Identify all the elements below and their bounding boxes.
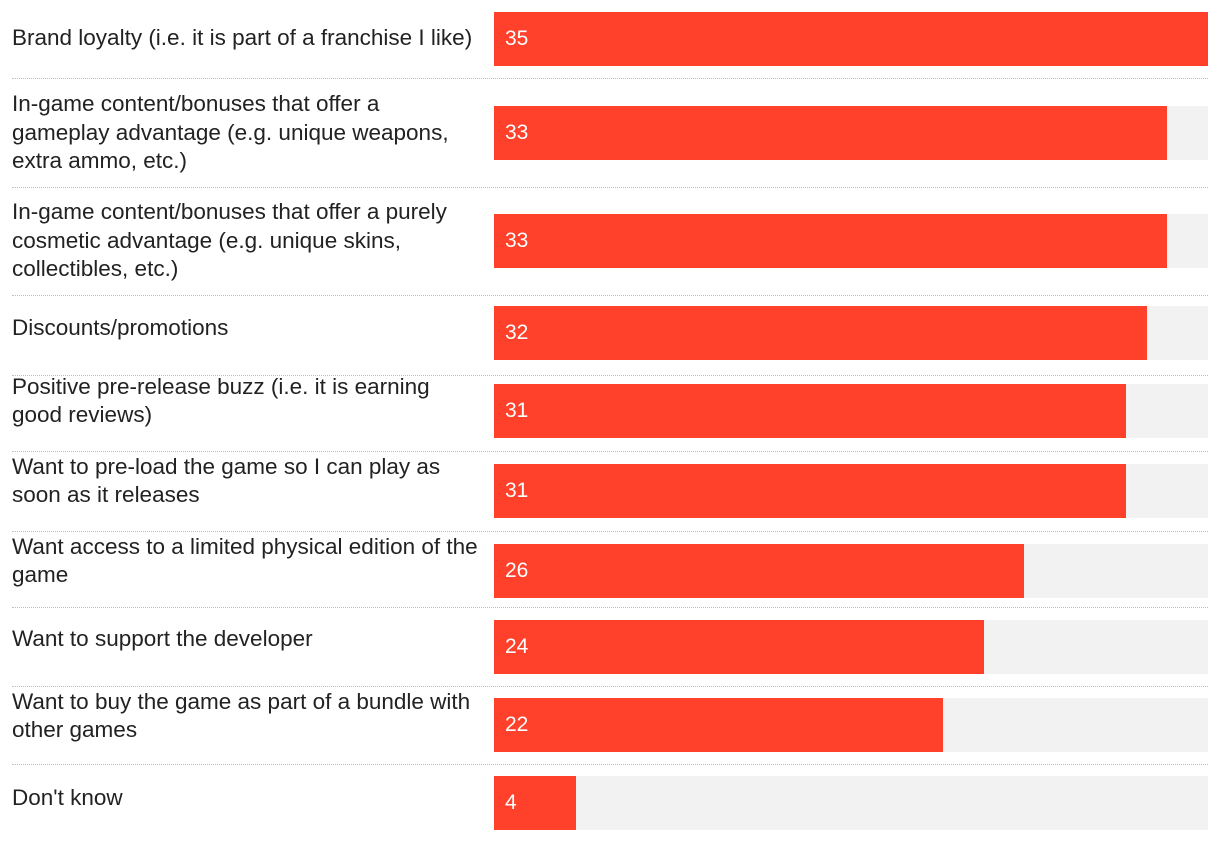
row-divider [12, 295, 1208, 296]
row-divider [12, 764, 1208, 765]
bar-track: 26 [494, 544, 1208, 598]
bar-track: 33 [494, 106, 1208, 160]
bar-value-label: 35 [505, 27, 529, 50]
bar-track: 4 [494, 776, 1208, 830]
category-label: Discounts/promotions [12, 314, 229, 340]
category-label: Don't know [12, 784, 123, 810]
category-label: In-game content/bonuses that offer a pur… [12, 199, 447, 282]
bar-value-label: 24 [505, 635, 529, 658]
bar-track: 31 [494, 464, 1208, 518]
bar [494, 384, 1126, 438]
bar-track: 33 [494, 214, 1208, 268]
row-divider [12, 187, 1208, 188]
bar-value-label: 4 [505, 791, 517, 814]
bar [494, 698, 943, 752]
bar-value-label: 22 [505, 713, 529, 736]
category-label: Want to support the developer [12, 625, 313, 651]
row-divider [12, 451, 1208, 452]
category-label: Brand loyalty (i.e. it is part of a fran… [12, 24, 473, 50]
row-divider [12, 531, 1208, 532]
category-label: Positive pre-release buzz (i.e. it is ea… [12, 373, 430, 428]
bar [494, 776, 576, 830]
row-divider [12, 686, 1208, 687]
bar [494, 306, 1147, 360]
bar-value-label: 33 [505, 121, 529, 144]
bar [494, 12, 1208, 66]
bar [494, 620, 984, 674]
category-label: Want to pre-load the game so I can play … [12, 453, 441, 508]
bar [494, 544, 1024, 598]
bar [494, 106, 1167, 160]
bar-track: 24 [494, 620, 1208, 674]
bar-track: 32 [494, 306, 1208, 360]
category-label: Want to buy the game as part of a bundle… [12, 688, 471, 743]
bar-value-label: 26 [505, 559, 529, 582]
bar-value-label: 31 [505, 399, 529, 422]
bar-value-label: 32 [505, 321, 529, 344]
row-divider [12, 78, 1208, 79]
bar [494, 214, 1167, 268]
bar-track: 35 [494, 12, 1208, 66]
bar-track: 31 [494, 384, 1208, 438]
category-label: Want access to a limited physical editio… [12, 533, 478, 588]
row-divider [12, 375, 1208, 376]
bar-value-label: 33 [505, 229, 529, 252]
bar [494, 464, 1126, 518]
row-divider [12, 607, 1208, 608]
category-label: In-game content/bonuses that offer a gam… [12, 91, 449, 174]
bar-track: 22 [494, 698, 1208, 752]
bar-value-label: 31 [505, 479, 529, 502]
